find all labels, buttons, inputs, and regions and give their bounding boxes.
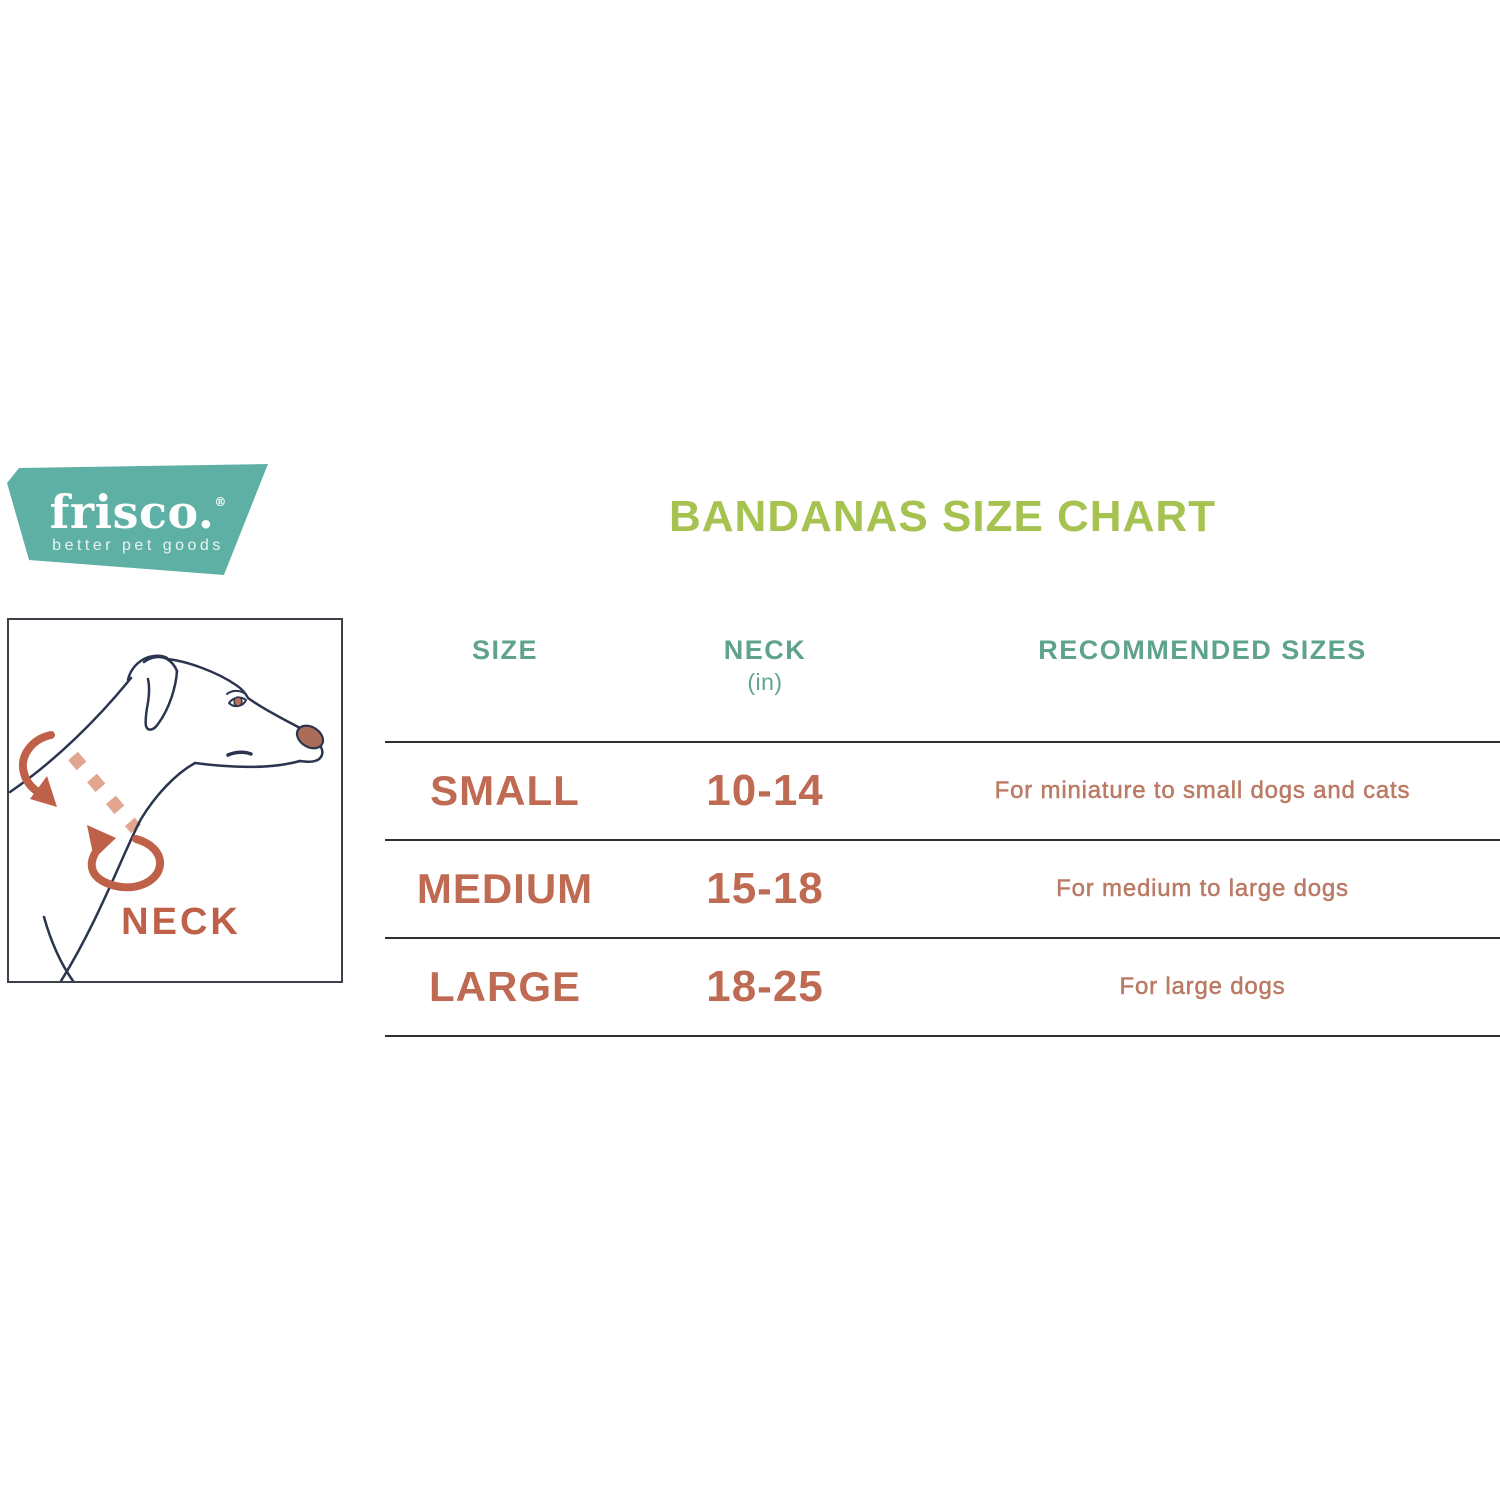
neck-label: NECK [121, 901, 241, 943]
registered-mark: ® [214, 494, 227, 509]
recommendation: For medium to large dogs [1056, 875, 1349, 903]
brand-tagline: better pet goods [52, 536, 224, 554]
brand-wordmark: frisco. [49, 484, 215, 539]
table-row-medium: MEDIUM 15-18 For medium to large dogs [385, 841, 1500, 939]
neck-measurement-diagram: NECK [7, 618, 343, 983]
dog-nose [295, 724, 325, 750]
measure-arrow-curves [18, 731, 165, 892]
table-header-row: SIZE NECK (in) RECOMMENDED SIZES [385, 620, 1500, 743]
arrowhead-top [30, 776, 57, 807]
size-table: SIZE NECK (in) RECOMMENDED SIZES SMALL 1… [385, 620, 1500, 1037]
recommendation: For large dogs [1119, 973, 1286, 1001]
dog-outline [9, 654, 324, 981]
size-label: MEDIUM [416, 865, 594, 912]
size-label: SMALL [430, 767, 580, 814]
dog-eye [233, 696, 243, 707]
brand-name: frisco.® [50, 489, 227, 535]
neck-range: 18-25 [706, 962, 824, 1011]
page-title: BANDANAS SIZE CHART [669, 492, 1216, 541]
neck-range: 10-14 [706, 766, 824, 815]
neck-measure-dashed-line [68, 751, 141, 834]
recommendation: For miniature to small dogs and cats [994, 777, 1411, 805]
header-neck: NECK (in) [625, 635, 905, 696]
frisco-logo-badge: frisco.® better pet goods [7, 464, 268, 575]
header-recommended: RECOMMENDED SIZES [1038, 635, 1367, 665]
arrowhead-bottom [87, 825, 116, 859]
size-label: LARGE [429, 963, 581, 1010]
dog-neck-illustration: NECK [9, 654, 325, 981]
table-row-large: LARGE 18-25 For large dogs [385, 939, 1500, 1037]
header-size: SIZE [471, 635, 538, 665]
header-neck-unit: (in) [747, 668, 783, 695]
table-row-small: SMALL 10-14 For miniature to small dogs … [385, 743, 1500, 841]
neck-range: 15-18 [706, 864, 824, 913]
